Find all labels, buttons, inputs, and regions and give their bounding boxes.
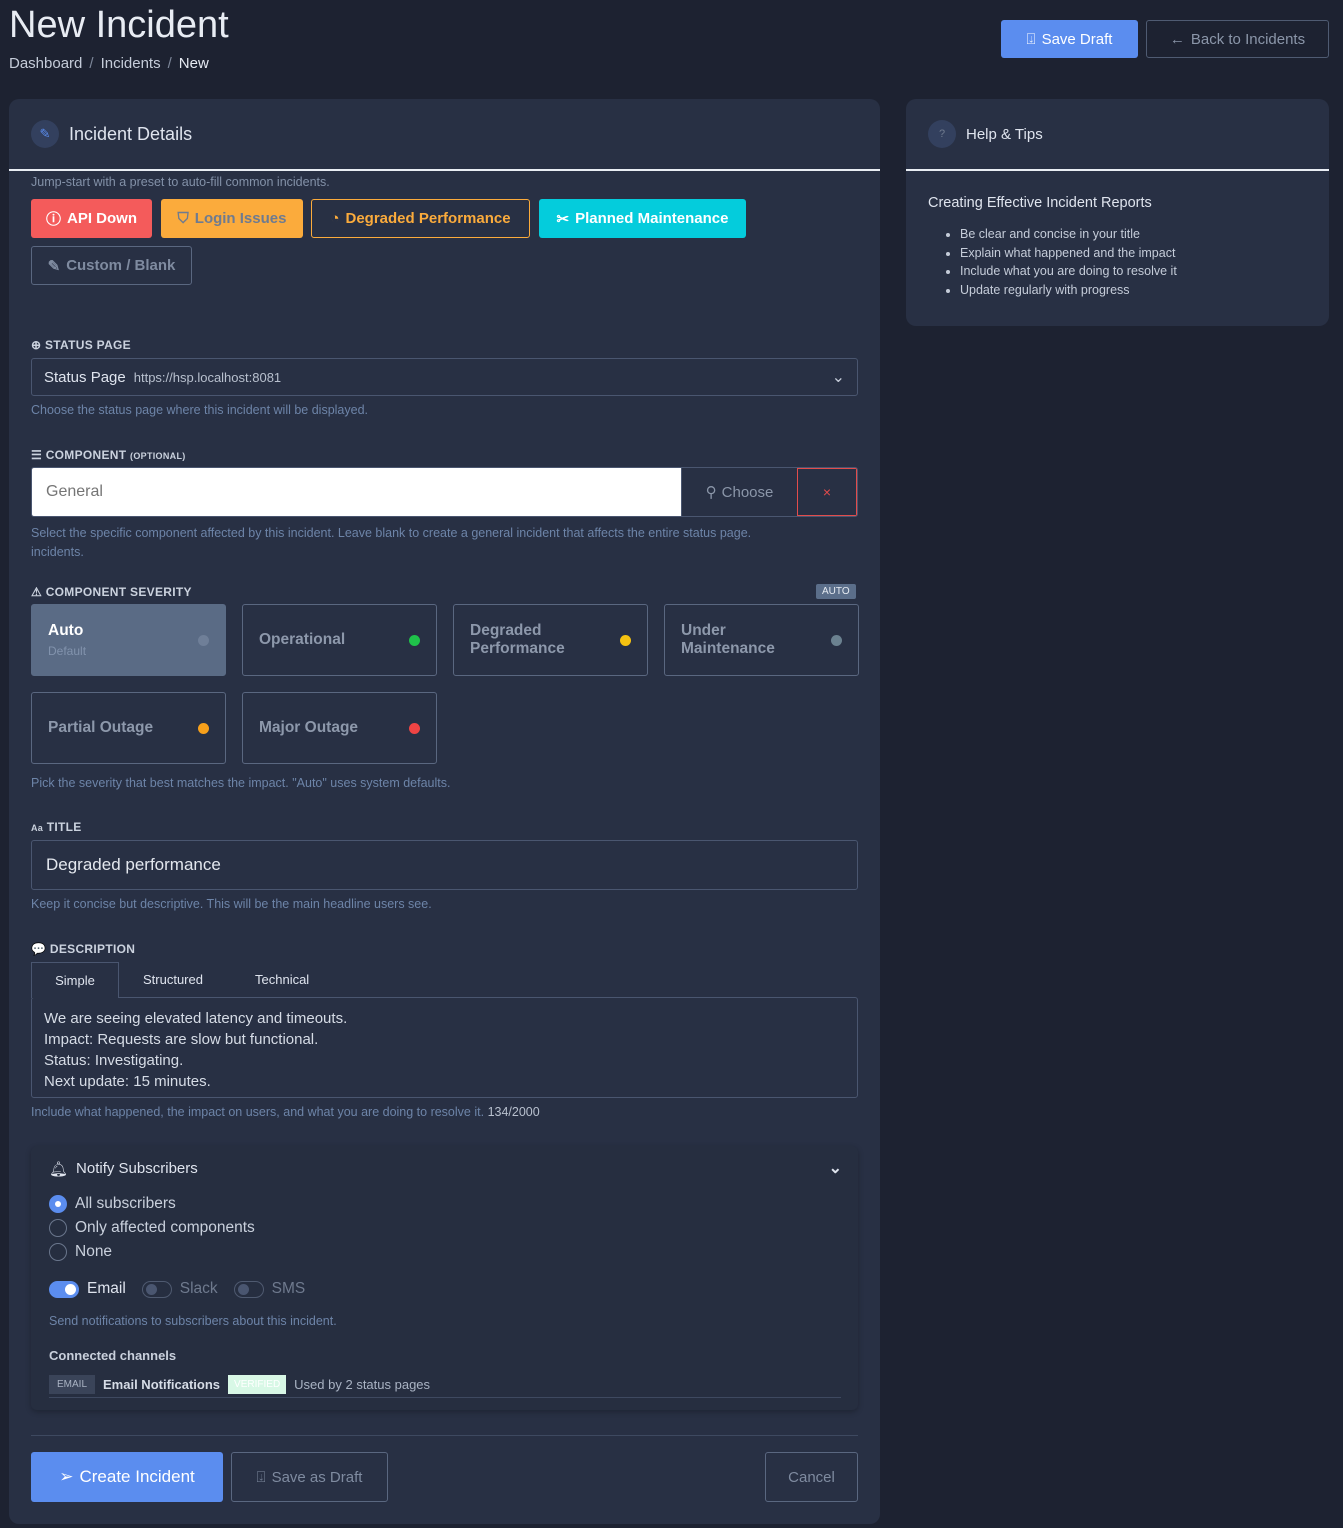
arrow-left-icon: ← <box>1169 30 1185 48</box>
title-input[interactable] <box>31 840 858 890</box>
channel-usage: Used by 2 status pages <box>294 1377 431 1392</box>
channel-type-badge: EMAIL <box>49 1375 96 1394</box>
bell-icon: 🔔︎ <box>49 1161 69 1178</box>
severity-label: ⚠ COMPONENT SEVERITY <box>31 585 192 599</box>
sms-toggle[interactable] <box>233 1280 264 1298</box>
save-draft-button[interactable]: ⍗ Save Draft <box>1001 20 1138 58</box>
verified-badge: VERIFIED <box>228 1375 287 1394</box>
card-title: Incident Details <box>69 123 193 144</box>
help-card: ? Help & Tips Creating Effective Incident… <box>906 99 1329 326</box>
channel-name: Email Notifications <box>103 1377 221 1392</box>
comment-icon: 💬 <box>31 942 47 956</box>
notify-panel: 🔔︎ Notify Subscribers ⌄ All subscribers O… <box>31 1146 858 1410</box>
send-icon: ➢ <box>59 1467 74 1486</box>
chevron-down-icon: ⌄ <box>831 369 845 386</box>
tips-list: Be clear and concise in your titleExplai… <box>906 211 1329 299</box>
help-heading: Creating Effective Incident Reports <box>928 195 1152 211</box>
gauge-icon: ◔ <box>330 210 340 227</box>
notify-header[interactable]: 🔔︎ Notify Subscribers <box>49 1160 198 1178</box>
severity-option-major-outage[interactable]: Major Outage <box>242 692 437 764</box>
status-page-value: Status Page <box>44 368 126 386</box>
save-as-draft-button[interactable]: ⍗ Save as Draft <box>231 1452 388 1502</box>
save-icon: ⍗ <box>256 1468 266 1486</box>
back-to-incidents-button[interactable]: ← Back to Incidents <box>1146 20 1329 58</box>
preset-login-issues[interactable]: ⛉ Login Issues <box>161 199 303 238</box>
preset-planned-maintenance[interactable]: ✂ Planned Maintenance <box>539 199 746 238</box>
tip-item: Include what you are doing to resolve it <box>960 262 1329 281</box>
status-dot-icon <box>409 722 420 734</box>
text-icon: Aa <box>31 823 44 833</box>
component-help: Select the specific component affected b… <box>31 526 752 559</box>
save-draft-label: Save Draft <box>1041 30 1113 48</box>
radio-all-subscribers[interactable]: All subscribers <box>49 1192 255 1216</box>
severity-help: Pick the severity that best matches the … <box>31 776 451 790</box>
radio-none[interactable]: None <box>49 1240 255 1264</box>
database-icon: ☰ <box>31 448 43 462</box>
tab-technical[interactable]: Technical <box>255 972 310 987</box>
connected-channel-row: EMAIL Email Notifications VERIFIED Used … <box>49 1372 841 1398</box>
tip-item: Update regularly with progress <box>960 281 1329 300</box>
email-toggle[interactable] <box>49 1280 79 1298</box>
breadcrumb: Dashboard / Incidents / New <box>9 55 209 72</box>
question-icon: ? <box>928 120 956 148</box>
help-title: Help & Tips <box>966 125 1043 143</box>
char-count: 134/2000 <box>487 1105 540 1119</box>
component-input-group: ⚲Choose × <box>31 467 858 517</box>
breadcrumb-incidents[interactable]: Incidents <box>100 55 161 72</box>
globe-icon: ⊕ <box>31 338 42 352</box>
description-help: Include what happened, the impact on use… <box>31 1105 540 1119</box>
status-dot-icon <box>620 634 631 646</box>
severity-option-partial-outage[interactable]: Partial Outage <box>31 692 226 764</box>
slack-toggle[interactable] <box>141 1280 172 1298</box>
breadcrumb-current: New <box>178 55 209 72</box>
tab-simple[interactable]: Simple <box>31 962 119 998</box>
notify-help: Send notifications to subscribers about … <box>49 1314 337 1328</box>
edit-icon: ✎ <box>47 257 61 275</box>
status-dot-icon <box>198 634 209 646</box>
severity-option-operational[interactable]: Operational <box>242 604 437 676</box>
preset-degraded-performance[interactable]: ◔ Degraded Performance <box>311 199 530 238</box>
tip-item: Be clear and concise in your title <box>960 225 1329 244</box>
severity-option-auto[interactable]: Auto Default <box>31 604 226 676</box>
status-page-url: https://hsp.localhost:8081 <box>133 369 282 385</box>
status-page-label: ⊕ STATUS PAGE <box>31 338 131 352</box>
tab-structured[interactable]: Structured <box>143 972 203 987</box>
radio-affected-components[interactable]: Only affected components <box>49 1216 255 1240</box>
severity-option-under-maintenance[interactable]: Under Maintenance <box>664 604 859 676</box>
back-label: Back to Incidents <box>1190 30 1306 48</box>
preset-custom-blank[interactable]: ✎ Custom / Blank <box>31 246 192 285</box>
save-icon: ⍗ <box>1026 30 1036 48</box>
divider <box>31 1435 858 1436</box>
status-dot-icon <box>198 722 209 734</box>
search-icon: ⚲ <box>705 484 717 501</box>
title-label: Aa TITLE <box>31 820 82 834</box>
connected-label: Connected channels <box>49 1348 177 1363</box>
clear-component-button[interactable]: × <box>797 468 857 516</box>
create-incident-button[interactable]: ➢ Create Incident <box>31 1452 223 1502</box>
component-input[interactable] <box>32 468 681 516</box>
breadcrumb-dashboard[interactable]: Dashboard <box>9 55 83 72</box>
cancel-button[interactable]: Cancel <box>765 1452 858 1502</box>
choose-component-button[interactable]: ⚲ Choose <box>681 468 797 516</box>
alert-circle-icon: ⓘ <box>45 211 61 228</box>
title-help: Keep it concise but descriptive. This wi… <box>31 897 432 911</box>
status-dot-icon <box>831 634 842 646</box>
shield-icon: ⛉ <box>177 210 189 227</box>
tip-item: Explain what happened and the impact <box>960 244 1329 263</box>
description-label: 💬 DESCRIPTION <box>31 942 136 956</box>
chevron-down-icon[interactable]: ⌄ <box>828 1160 842 1177</box>
warning-icon: ⚠ <box>31 585 43 599</box>
page-title: New Incident <box>9 4 229 46</box>
tools-icon: ✂ <box>556 210 570 228</box>
preset-hint: Jump-start with a preset to auto-fill co… <box>31 175 330 189</box>
preset-api-down[interactable]: ⓘ API Down <box>31 199 152 238</box>
status-page-help: Choose the status page where this incide… <box>31 403 369 417</box>
component-label: ☰ COMPONENT (OPTIONAL) <box>31 448 186 462</box>
status-dot-icon <box>409 634 420 646</box>
pencil-icon: ✎ <box>31 120 59 148</box>
auto-badge: AUTO <box>816 584 856 599</box>
description-textarea[interactable]: We are seeing elevated latency and timeo… <box>31 997 858 1098</box>
severity-option-degraded-performance[interactable]: Degraded Performance <box>453 604 648 676</box>
status-page-select[interactable]: Status Page https://hsp.localhost:8081 ⌄ <box>31 358 858 396</box>
